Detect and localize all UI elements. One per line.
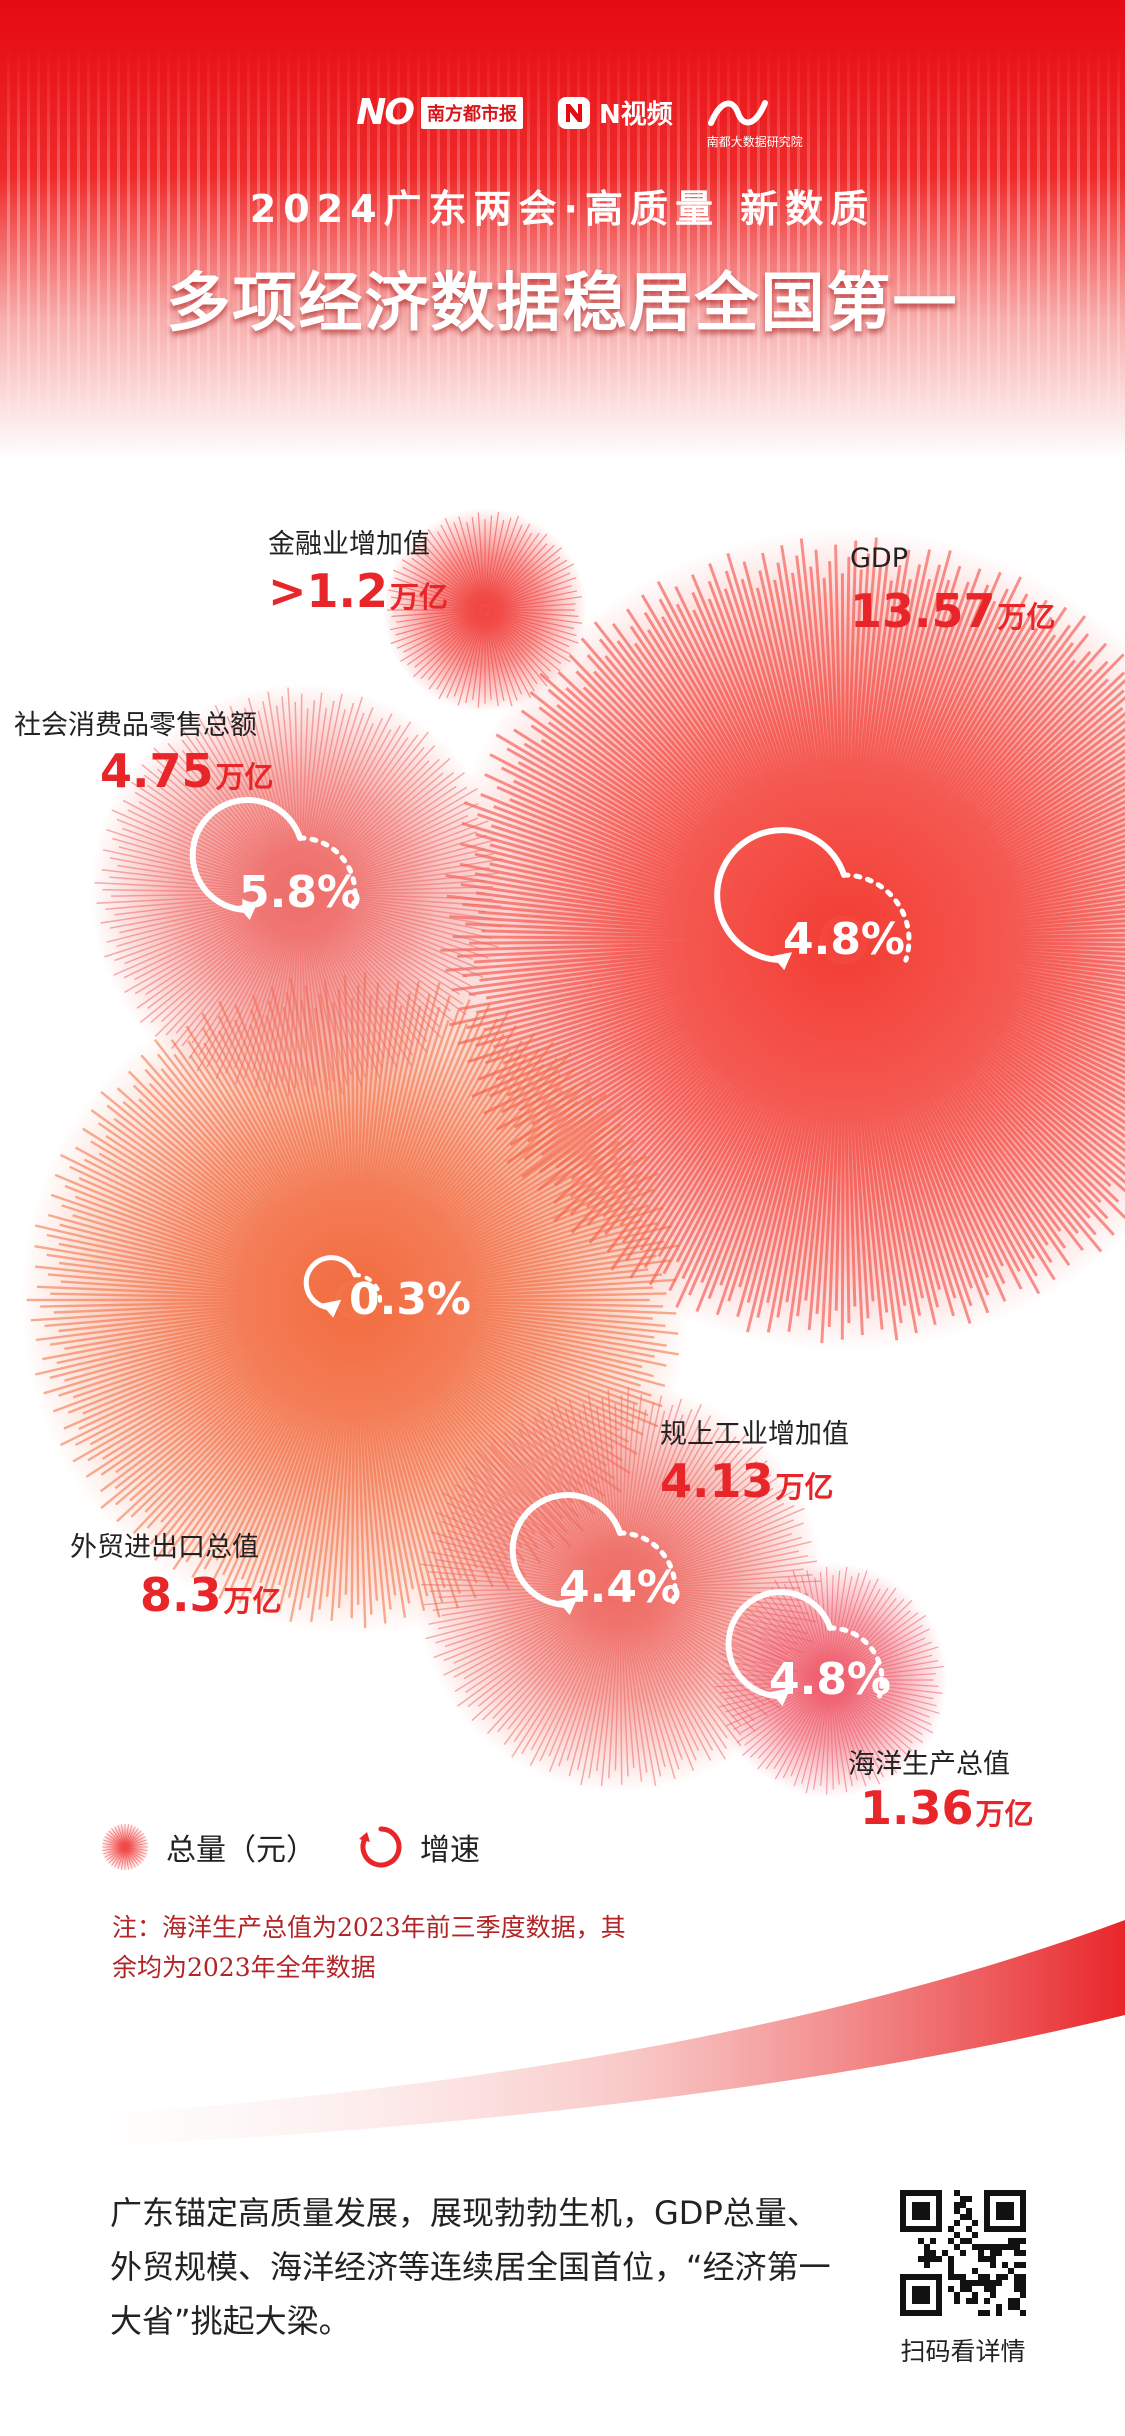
series-total-unit: 万亿 bbox=[975, 1797, 1034, 1831]
nandu-mark-icon: NO bbox=[356, 92, 415, 133]
series-name-label: 金融业增加值 bbox=[268, 529, 430, 560]
footer-summary-text: 广东锚定高质量发展，展现勃勃生机，GDP总量、外贸规模、海洋经济等连续居全国首位… bbox=[110, 2194, 831, 2340]
growth-arc-1 bbox=[714, 827, 912, 971]
nvideo-play-icon bbox=[557, 96, 590, 129]
series-total-unit: 万亿 bbox=[223, 1584, 282, 1618]
series-name-label: 规上工业增加值 bbox=[660, 1419, 849, 1450]
series-growth-label: 4.8% bbox=[782, 914, 906, 965]
series-total-label: 13.57万亿 bbox=[850, 588, 1056, 634]
series-total-label: >1.2万亿 bbox=[268, 568, 448, 614]
series-total-label: 4.75万亿 bbox=[100, 748, 274, 794]
growth-arc-5 bbox=[725, 1589, 885, 1707]
series-name-label: 社会消费品零售总额 bbox=[14, 710, 257, 741]
growth-arc-4 bbox=[509, 1492, 678, 1615]
series-total-label: 4.13万亿 bbox=[660, 1458, 834, 1504]
page-title: 多项经济数据稳居全国第一 bbox=[166, 267, 959, 341]
series-growth-label: 5.8% bbox=[238, 867, 362, 918]
series-growth-label: 4.8% bbox=[768, 1654, 892, 1705]
footer-swoosh bbox=[0, 1920, 1125, 2180]
series-name-label: GDP bbox=[850, 543, 908, 574]
legend-total-label: 总量（元） bbox=[166, 1833, 316, 1868]
bubble-0 bbox=[383, 508, 587, 712]
series-name-label: 外贸进出口总值 bbox=[70, 1532, 259, 1563]
qr-code-icon[interactable] bbox=[900, 2190, 1026, 2316]
logo-nandu: NO 南方都市报 bbox=[356, 92, 523, 133]
legend-growth-label: 增速 bbox=[420, 1833, 480, 1868]
institute-wave-icon bbox=[707, 99, 768, 126]
series-total-label: 8.3万亿 bbox=[140, 1572, 282, 1618]
legend-total-burst-icon bbox=[101, 1823, 149, 1871]
series-total-value: 13.57 bbox=[850, 584, 996, 638]
growth-arc-3 bbox=[303, 1255, 383, 1318]
logo-nandu-text: 南方都市报 bbox=[420, 96, 523, 129]
series-total-value: 4.13 bbox=[660, 1454, 774, 1508]
series-total-value: >1.2 bbox=[268, 564, 389, 618]
chart-legend: 总量（元） 增速 bbox=[100, 1822, 480, 1872]
bubble-2 bbox=[90, 683, 510, 1103]
series-total-value: 8.3 bbox=[140, 1568, 222, 1622]
page-subtitle: 2024广东两会·高质量 新数质 bbox=[249, 187, 876, 231]
series-growth-label: 4.4% bbox=[558, 1562, 682, 1613]
series-total-value: 4.75 bbox=[100, 744, 214, 798]
legend-growth-arc-icon bbox=[359, 1826, 402, 1868]
series-total-value: 1.36 bbox=[860, 1781, 974, 1835]
series-total-unit: 万亿 bbox=[997, 600, 1056, 634]
series-total-label: 1.36万亿 bbox=[860, 1785, 1034, 1831]
logo-nvideo: N视频 bbox=[557, 94, 673, 131]
series-total-unit: 万亿 bbox=[775, 1470, 834, 1504]
series-growth-label: 0.3% bbox=[348, 1274, 472, 1325]
logo-bar: NO 南方都市报 N视频 南都大数据研究院 bbox=[0, 92, 1125, 149]
growth-arc-2 bbox=[189, 797, 358, 920]
header-stripes bbox=[0, 0, 1125, 460]
series-total-unit: 万亿 bbox=[390, 580, 449, 614]
series-total-unit: 万亿 bbox=[215, 760, 274, 794]
series-name-label: 海洋生产总值 bbox=[848, 1749, 1010, 1780]
footnote: 注：海洋生产总值为2023年前三季度数据，其余均为2023年全年数据 bbox=[112, 1913, 626, 1982]
logo-nvideo-text: N视频 bbox=[598, 100, 673, 130]
logo-institute-text: 南都大数据研究院 bbox=[706, 134, 803, 149]
logo-institute: 南都大数据研究院 bbox=[707, 97, 803, 149]
qr-code-label: 扫码看详情 bbox=[900, 2337, 1026, 2366]
header-background bbox=[0, 0, 1125, 460]
